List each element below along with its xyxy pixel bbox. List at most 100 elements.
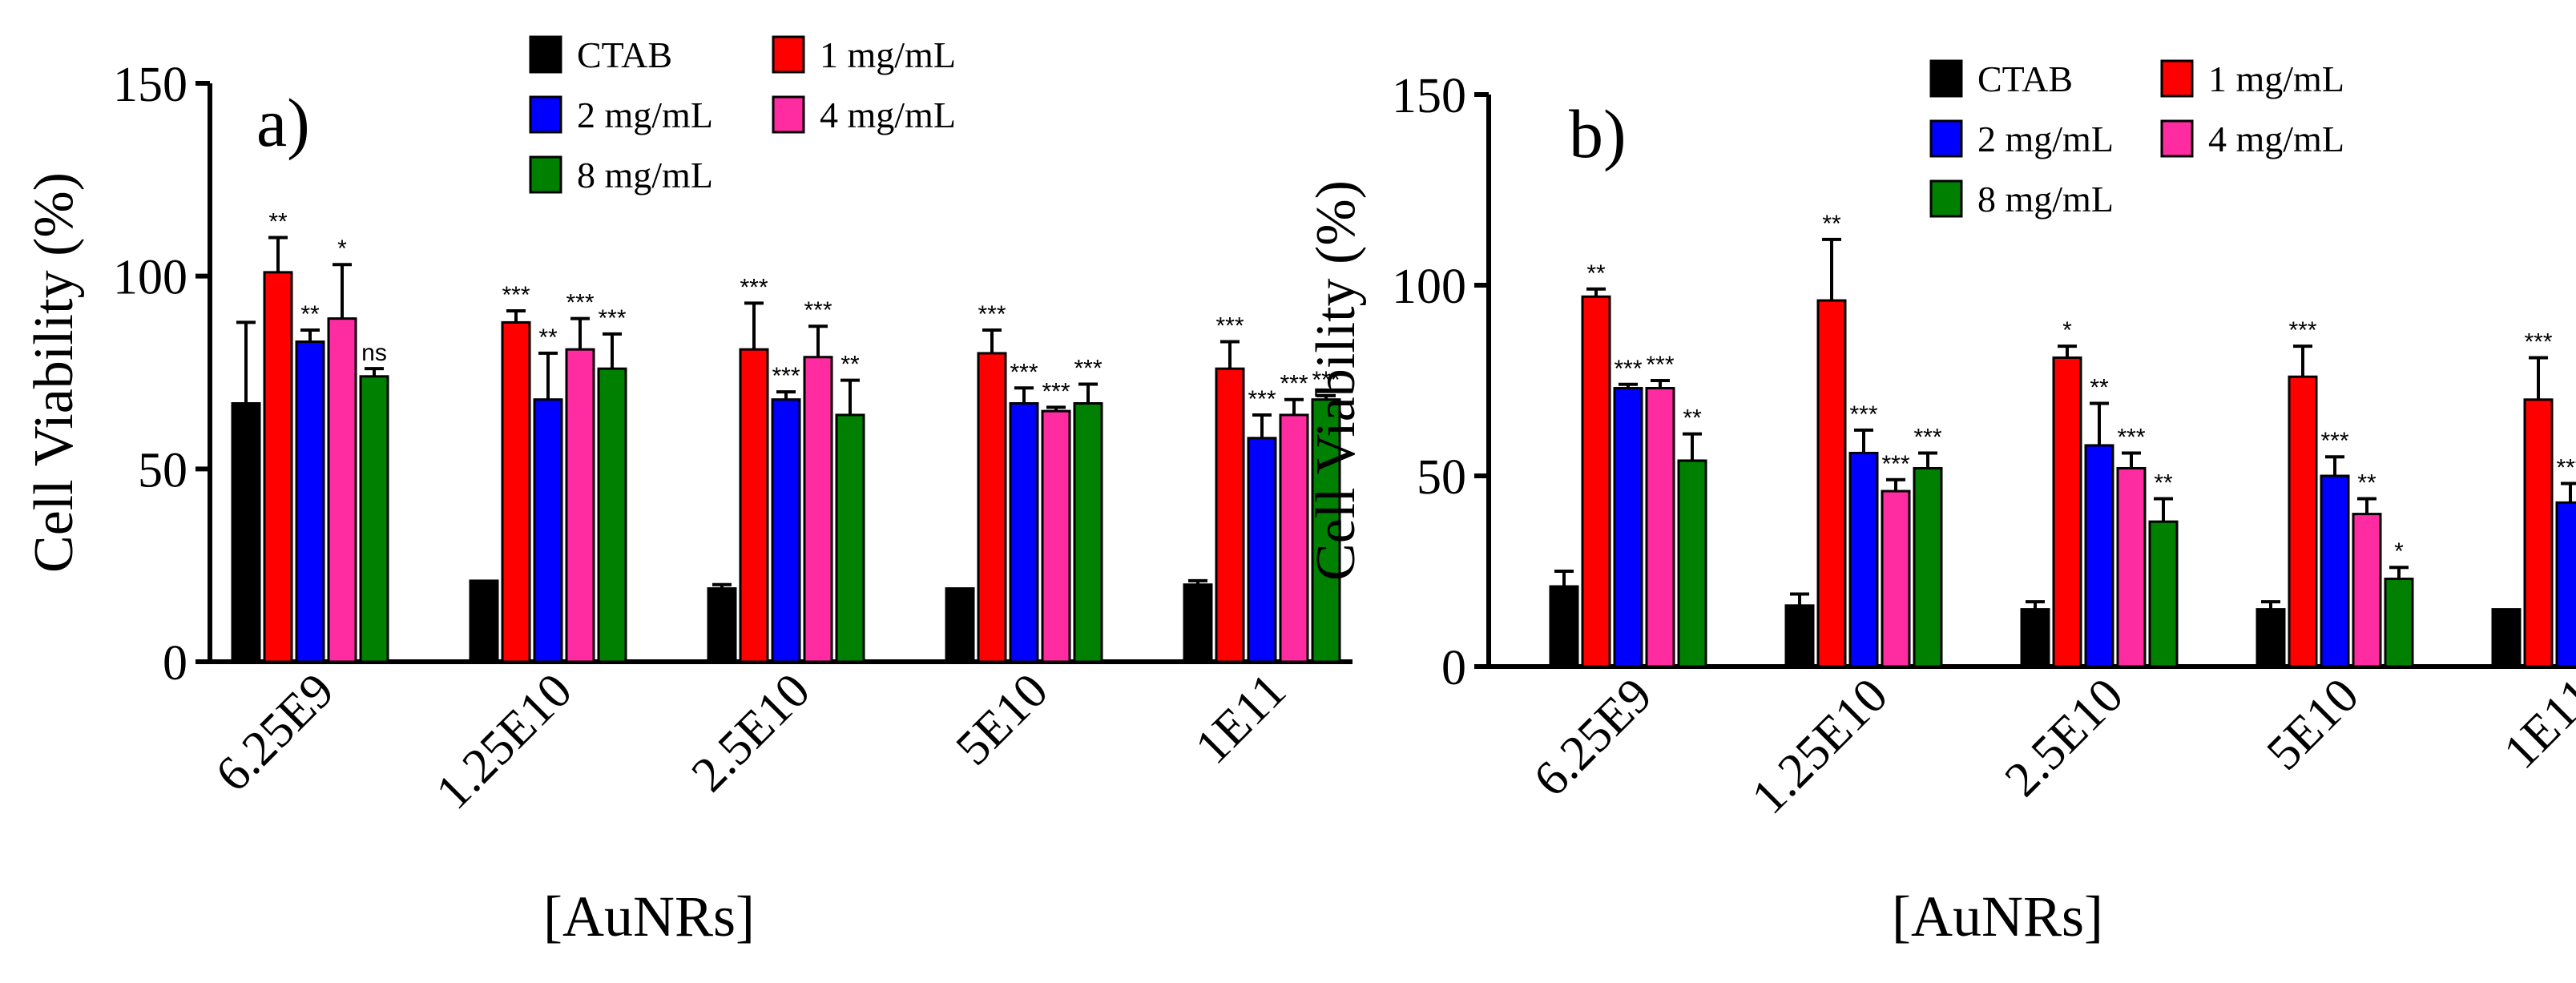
- significance-label: **: [2154, 470, 2173, 497]
- legend-swatch: [772, 35, 805, 74]
- y-tick-label: 150: [113, 58, 187, 112]
- significance-label: ***: [2320, 428, 2348, 454]
- bar: [1009, 402, 1039, 663]
- significance-label: ***: [566, 290, 594, 316]
- legend-label: CTAB: [577, 34, 672, 75]
- bar: [1784, 604, 1815, 668]
- bar: [359, 375, 389, 663]
- x-tick-label: 2.5E10: [681, 663, 820, 803]
- legend-label: 2 mg/mL: [577, 95, 713, 135]
- y-axis-label: Cell Viability (%): [1305, 180, 1367, 581]
- significance-label: ***: [772, 363, 800, 389]
- significance-label: ***: [1074, 355, 1102, 381]
- significance-label: ***: [1280, 371, 1308, 397]
- x-tick-label: 1E11: [1185, 663, 1296, 775]
- significance-label: **: [268, 209, 288, 236]
- bar: [565, 348, 595, 663]
- bar: [1215, 367, 1245, 663]
- legend-label: 1 mg/mL: [820, 34, 956, 75]
- legend-swatch: [529, 35, 562, 74]
- significance-label: ***: [1042, 378, 1070, 405]
- bar: [1881, 489, 1911, 668]
- bar: [1913, 466, 1943, 668]
- legend-swatch: [1929, 179, 1963, 218]
- bar: [945, 587, 975, 663]
- significance-label: **: [538, 324, 558, 351]
- bar: [1816, 299, 1847, 668]
- panel-label: a): [256, 84, 310, 161]
- bar: [597, 367, 627, 663]
- x-axis-label: [AuNRs]: [543, 884, 755, 949]
- bar: [295, 340, 325, 663]
- significance-label: *: [2062, 317, 2072, 344]
- y-tick-label: 100: [113, 251, 187, 305]
- bar: [771, 398, 801, 663]
- bar: [533, 398, 563, 663]
- bar: [1848, 451, 1879, 668]
- significance-label: ***: [1010, 359, 1038, 385]
- legend-label: 8 mg/mL: [1977, 179, 2114, 220]
- significance-label: ***: [2556, 455, 2576, 481]
- significance-label: **: [841, 352, 860, 378]
- bar: [1073, 402, 1103, 663]
- bar: [2020, 608, 2050, 668]
- bar: [2491, 608, 2522, 668]
- bar: [2084, 444, 2114, 668]
- significance-label: ***: [978, 301, 1006, 328]
- legend-label: CTAB: [1977, 58, 2073, 99]
- legend-label: 8 mg/mL: [577, 155, 713, 195]
- significance-label: *: [2394, 538, 2404, 565]
- chart-panel-0: 050100150*****ns6.25E9***********1.25E10…: [23, 34, 1353, 949]
- bar: [2148, 520, 2179, 668]
- legend-label: 1 mg/mL: [2208, 58, 2344, 99]
- x-tick-label: 1.25E10: [1741, 668, 1897, 824]
- bar: [2320, 474, 2350, 668]
- bar: [469, 579, 499, 663]
- bar: [1677, 459, 1707, 668]
- x-tick-label: 5E10: [2256, 668, 2369, 781]
- bar: [327, 317, 357, 663]
- bar: [1581, 295, 1611, 668]
- significance-label: ***: [1881, 451, 1909, 477]
- bar: [2288, 375, 2318, 668]
- legend-swatch: [529, 155, 562, 194]
- bar: [803, 356, 833, 663]
- significance-label: ***: [1646, 352, 1674, 378]
- bar: [1247, 437, 1277, 663]
- x-tick-label: 6.25E9: [1523, 668, 1663, 808]
- significance-label: ***: [740, 274, 768, 300]
- x-tick-label: 2.5E10: [1994, 668, 2134, 808]
- legend-label: 4 mg/mL: [820, 95, 956, 135]
- significance-label: **: [1683, 405, 1702, 432]
- bar: [263, 271, 293, 663]
- bar: [1311, 398, 1341, 663]
- significance-label: ***: [598, 305, 626, 332]
- panel-label: b): [1569, 95, 1627, 172]
- bar: [2052, 356, 2082, 668]
- x-tick-label: 1.25E10: [425, 663, 582, 820]
- bar: [1183, 583, 1213, 663]
- legend-label: 2 mg/mL: [1977, 119, 2114, 159]
- legend-label: 4 mg/mL: [2208, 119, 2344, 159]
- x-tick-label: 6.25E9: [205, 663, 345, 803]
- significance-label: ***: [1614, 356, 1642, 382]
- bar: [2116, 466, 2147, 668]
- significance-label: ***: [804, 297, 832, 324]
- legend: CTAB 1 mg/mL 2 mg/mL 4 mg/mL 8 mg/mL: [529, 34, 956, 195]
- bar: [2256, 608, 2286, 668]
- bar: [1613, 387, 1643, 668]
- x-axis-label: [AuNRs]: [1892, 884, 2103, 949]
- y-tick-label: 100: [1392, 260, 1466, 314]
- y-tick-label: 50: [1417, 450, 1466, 505]
- significance-label: **: [2357, 470, 2376, 497]
- bar: [2523, 398, 2554, 668]
- bar: [739, 348, 769, 663]
- legend-swatch: [1929, 59, 1963, 98]
- bar: [2555, 501, 2576, 668]
- bar: [231, 402, 261, 663]
- x-tick-label: 5E10: [945, 663, 1058, 776]
- significance-label: ***: [1849, 401, 1877, 428]
